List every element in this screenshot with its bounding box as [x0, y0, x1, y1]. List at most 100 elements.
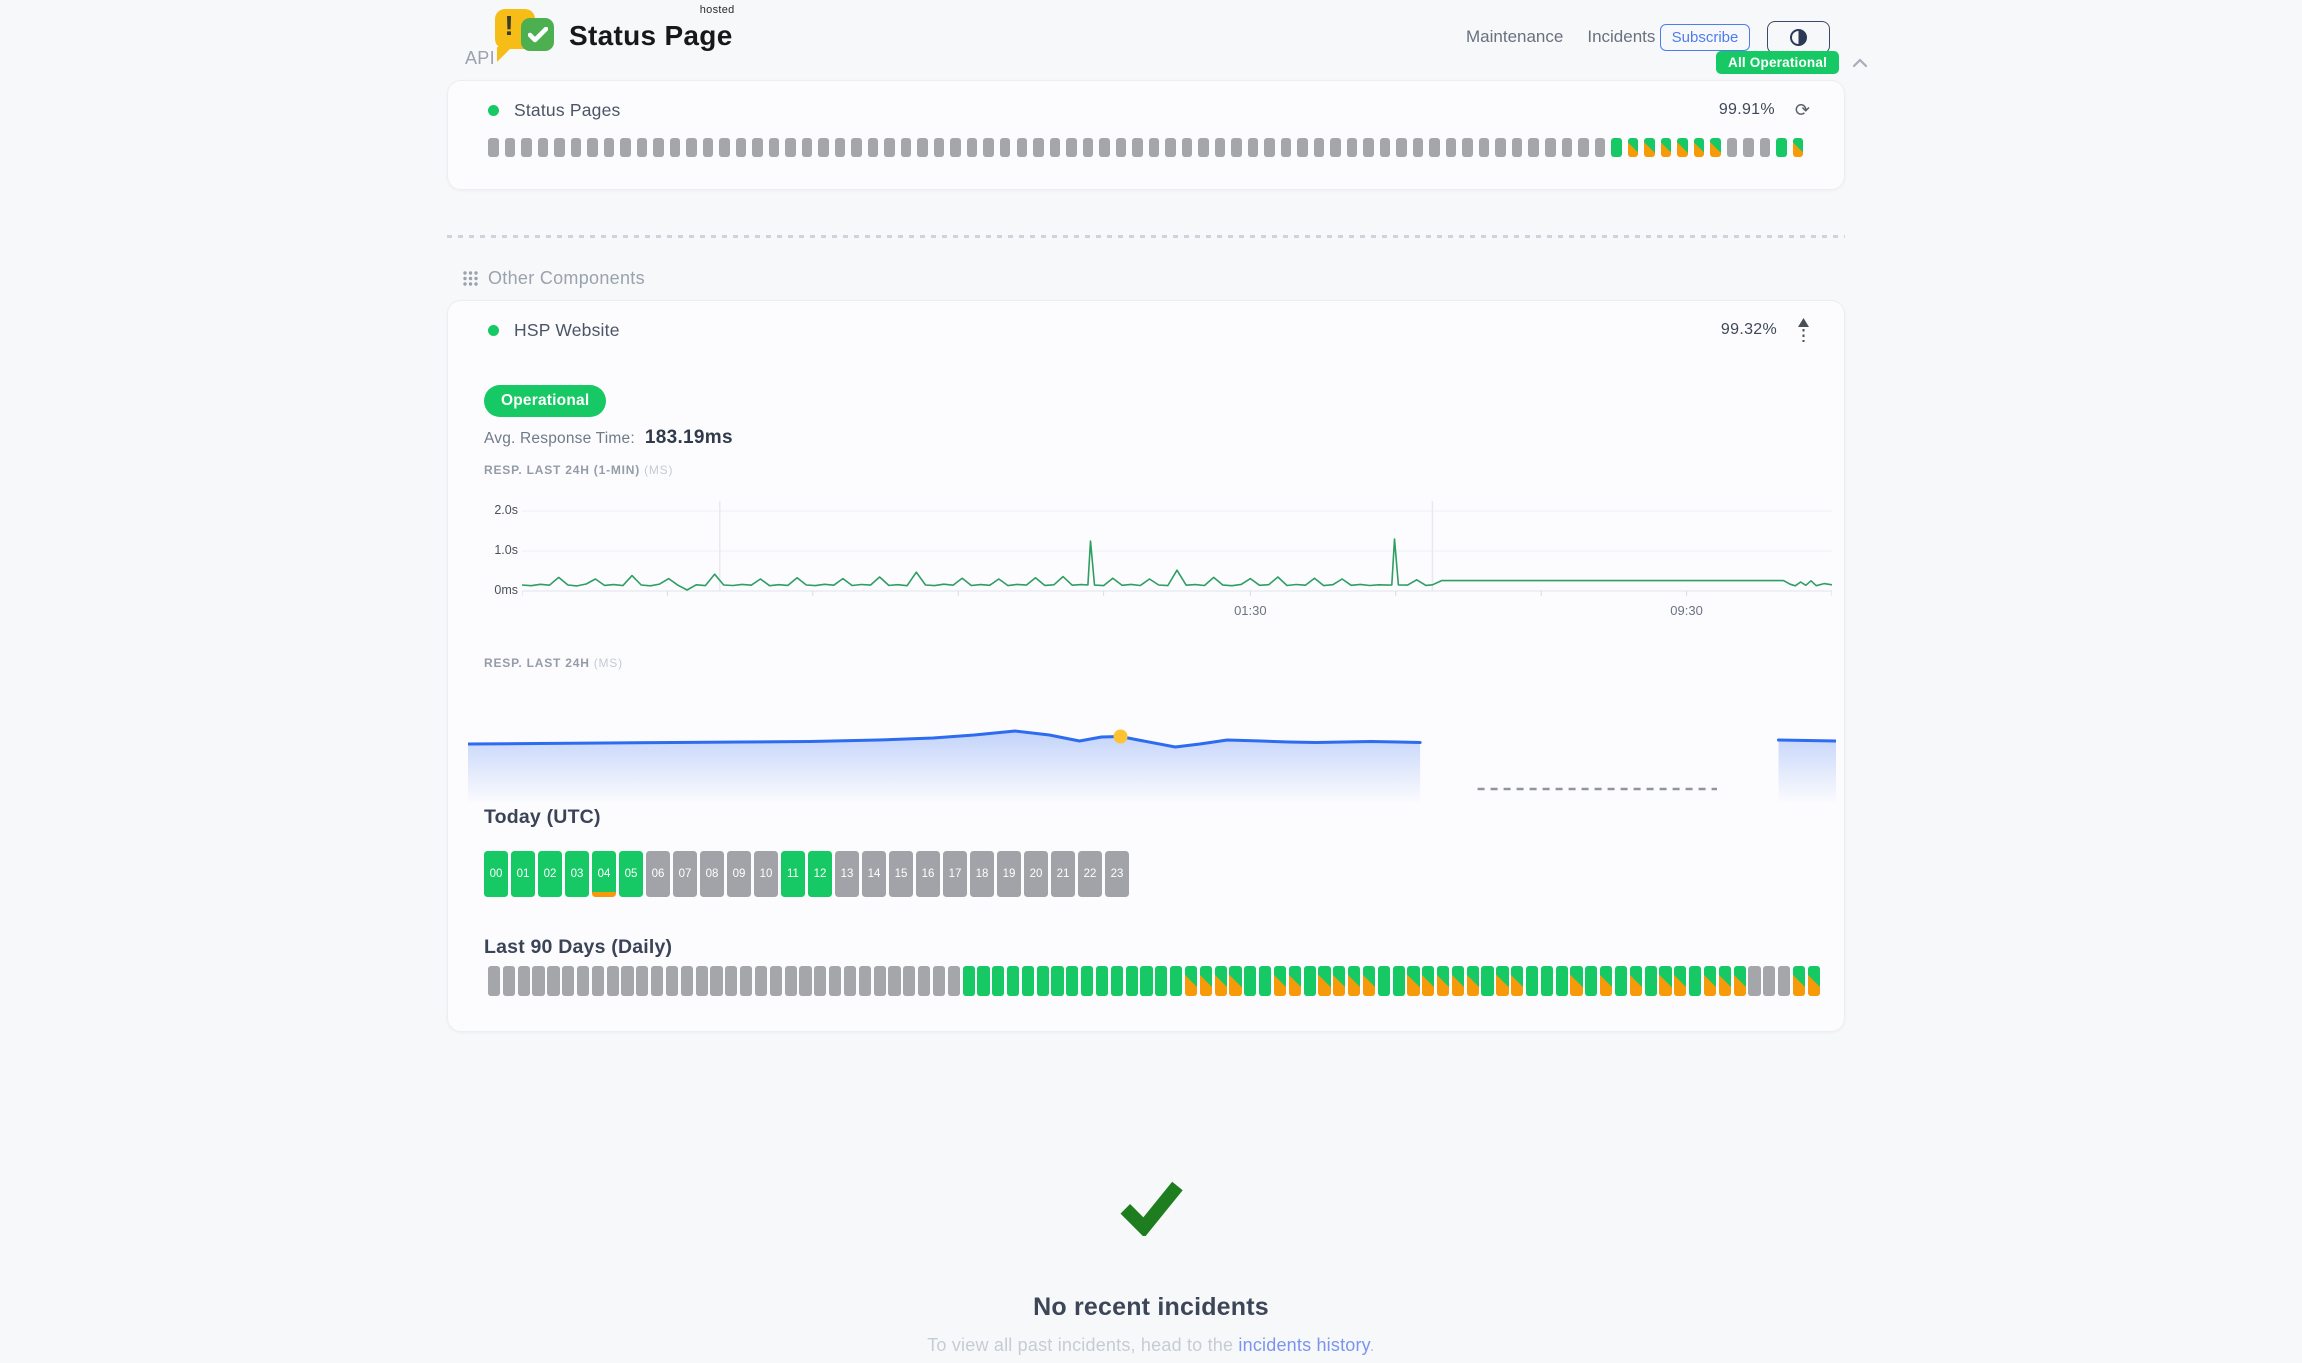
uptime-bar-degraded[interactable] [1318, 966, 1331, 996]
hour-block-02[interactable]: 02 [538, 851, 562, 897]
uptime-bar-nodata[interactable] [1049, 138, 1061, 157]
uptime-bar-nodata[interactable] [735, 138, 747, 157]
uptime-bar-nodata[interactable] [785, 138, 796, 157]
uptime-bar-degraded[interactable] [1600, 966, 1613, 996]
hour-block-10[interactable]: 10 [754, 851, 778, 897]
uptime-bar-degraded[interactable] [1703, 966, 1717, 996]
uptime-bar-nodata[interactable] [1115, 138, 1127, 157]
uptime-bar-nodata[interactable] [1264, 138, 1275, 157]
hour-block-15[interactable]: 15 [889, 851, 913, 897]
uptime-bar-nodata[interactable] [1132, 138, 1143, 157]
uptime-bar-nodata[interactable] [918, 966, 931, 996]
uptime-bar-degraded[interactable] [1437, 966, 1450, 996]
uptime-bar-degraded[interactable] [1362, 966, 1376, 996]
uptime-bar-nodata[interactable] [591, 966, 604, 996]
uptime-bar-nodata[interactable] [834, 138, 846, 157]
uptime-bar-nodata[interactable] [1297, 138, 1308, 157]
uptime-bar-operational[interactable] [1776, 138, 1787, 157]
uptime-bar-nodata[interactable] [818, 138, 829, 157]
theme-toggle-button[interactable] [1767, 21, 1830, 54]
hour-block-13[interactable]: 13 [835, 851, 859, 897]
uptime-bar-nodata[interactable] [1346, 138, 1358, 157]
uptime-bar-nodata[interactable] [1033, 138, 1044, 157]
uptime-bar-degraded[interactable] [1710, 138, 1721, 157]
uptime-bar-degraded[interactable] [1466, 966, 1479, 996]
uptime-bar-operational[interactable] [1036, 966, 1049, 996]
uptime-bar-nodata[interactable] [702, 138, 714, 157]
uptime-bar-degraded[interactable] [1792, 966, 1806, 996]
uptime-bar-nodata[interactable] [651, 966, 664, 996]
uptime-bar-nodata[interactable] [829, 966, 842, 996]
uptime-bar-nodata[interactable] [1561, 138, 1573, 157]
uptime-bar-operational[interactable] [1644, 966, 1657, 996]
uptime-bar-operational[interactable] [1614, 966, 1628, 996]
uptime-bar-nodata[interactable] [1082, 138, 1094, 157]
uptime-bar-degraded[interactable] [1677, 138, 1688, 157]
uptime-bar-nodata[interactable] [814, 966, 827, 996]
uptime-bar-nodata[interactable] [1247, 138, 1259, 157]
uptime-bar-operational[interactable] [1155, 966, 1168, 996]
uptime-bar-nodata[interactable] [801, 138, 813, 157]
uptime-bar-degraded[interactable] [1348, 966, 1361, 996]
uptime-bar-operational[interactable] [1095, 966, 1109, 996]
response-area-chart-24h[interactable] [466, 696, 1838, 811]
uptime-bar-nodata[interactable] [1495, 138, 1506, 157]
uptime-bar-nodata[interactable] [554, 138, 565, 157]
uptime-bar-nodata[interactable] [725, 966, 738, 996]
uptime-bar-degraded[interactable] [1184, 966, 1198, 996]
uptime-bar-nodata[interactable] [719, 138, 730, 157]
uptime-bar-degraded[interactable] [1511, 966, 1524, 996]
uptime-bar-nodata[interactable] [900, 138, 912, 157]
uptime-bar-degraded[interactable] [1199, 966, 1212, 996]
uptime-bar-nodata[interactable] [532, 966, 545, 996]
uptime-bar-nodata[interactable] [710, 966, 723, 996]
uptime-bar-nodata[interactable] [1214, 138, 1226, 157]
incidents-history-link[interactable]: incidents history [1238, 1335, 1370, 1355]
hour-block-23[interactable]: 23 [1105, 851, 1129, 897]
uptime-bar-nodata[interactable] [1578, 138, 1589, 157]
hour-block-19[interactable]: 19 [997, 851, 1021, 897]
uptime-bar-nodata[interactable] [587, 138, 598, 157]
uptime-bar-nodata[interactable] [903, 966, 916, 996]
uptime-bar-nodata[interactable] [620, 138, 631, 157]
uptime-bar-nodata[interactable] [858, 966, 871, 996]
uptime-bar-operational[interactable] [1555, 966, 1568, 996]
uptime-bar-nodata[interactable] [799, 966, 812, 996]
uptime-bar-nodata[interactable] [1396, 138, 1407, 157]
uptime-bar-nodata[interactable] [653, 138, 664, 157]
uptime-bar-nodata[interactable] [1429, 138, 1440, 157]
uptime-bar-nodata[interactable] [947, 966, 960, 996]
uptime-bar-nodata[interactable] [488, 966, 501, 996]
uptime-bar-operational[interactable] [1051, 966, 1064, 996]
uptime-bar-nodata[interactable] [562, 966, 575, 996]
uptime-bar-nodata[interactable] [752, 138, 763, 157]
uptime-bar-nodata[interactable] [1379, 138, 1391, 157]
uptime-bar-nodata[interactable] [1231, 138, 1242, 157]
uptime-bar-nodata[interactable] [636, 966, 649, 996]
hour-block-20[interactable]: 20 [1024, 851, 1048, 897]
uptime-bar-nodata[interactable] [768, 138, 780, 157]
uptime-bar-degraded[interactable] [1659, 966, 1672, 996]
uptime-bar-nodata[interactable] [1313, 138, 1325, 157]
uptime-bar-nodata[interactable] [873, 966, 886, 996]
uptime-bar-nodata[interactable] [1412, 138, 1424, 157]
uptime-bar-nodata[interactable] [517, 966, 530, 996]
uptime-bar-nodata[interactable] [1165, 138, 1176, 157]
hour-block-22[interactable]: 22 [1078, 851, 1102, 897]
uptime-bar-nodata[interactable] [504, 138, 516, 157]
hour-block-09[interactable]: 09 [727, 851, 751, 897]
uptime-bar-nodata[interactable] [933, 138, 945, 157]
uptime-bar-nodata[interactable] [669, 138, 681, 157]
uptime-bar-nodata[interactable] [1280, 138, 1292, 157]
uptime-bar-nodata[interactable] [665, 966, 679, 996]
uptime-bar-nodata[interactable] [680, 966, 693, 996]
uptime-bar-degraded[interactable] [1644, 138, 1655, 157]
uptime-bar-nodata[interactable] [1759, 138, 1771, 157]
hour-block-06[interactable]: 06 [646, 851, 670, 897]
uptime-bar-nodata[interactable] [1478, 138, 1490, 157]
hour-block-21[interactable]: 21 [1051, 851, 1075, 897]
uptime-bar-nodata[interactable] [1330, 138, 1341, 157]
uptime-bar-degraded[interactable] [1288, 966, 1301, 996]
uptime-bar-operational[interactable] [1481, 966, 1494, 996]
uptime-bar-operational[interactable] [1066, 966, 1079, 996]
